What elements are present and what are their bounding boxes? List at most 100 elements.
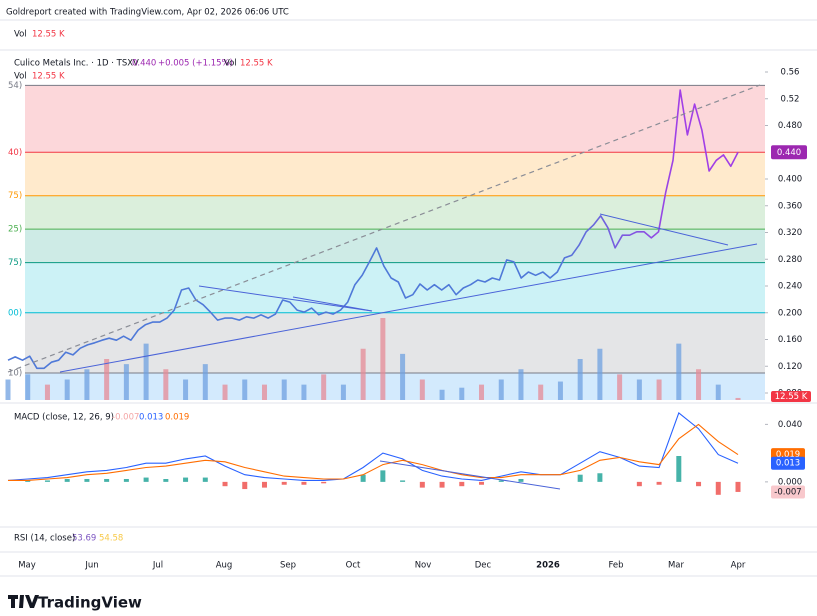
macd-histogram-bar	[360, 474, 366, 482]
legend-vol-value: 12.55 K	[240, 59, 273, 69]
macd-histogram-bar	[577, 474, 583, 482]
macd-histogram-bar	[380, 470, 386, 482]
macd-line	[7, 411, 739, 481]
macd-histogram-bar	[676, 456, 682, 482]
volume-bar	[321, 374, 327, 400]
macd-histogram-bar	[104, 479, 110, 482]
volume-bar	[557, 381, 563, 400]
macd-histogram-bar	[163, 479, 169, 482]
volume-bar	[380, 318, 386, 400]
macd-tick-label: 0.040	[778, 420, 802, 430]
macd-trendline	[379, 460, 561, 490]
footer-brand: TradingView	[38, 594, 142, 612]
volume-bar	[676, 343, 682, 400]
y-tick-label: 0.56	[781, 68, 800, 78]
macd-line	[8, 423, 739, 481]
vol-value: 12.55 K	[32, 72, 65, 82]
y-tick-label: 0.320	[778, 228, 802, 238]
vol-box-label: 12.55 K	[775, 392, 808, 402]
y-tick-label: 0.120	[778, 362, 802, 372]
macd-histogram-bar	[400, 480, 406, 482]
logo-icon	[8, 595, 39, 608]
macd-histogram-bar	[123, 479, 129, 482]
vol-label: Vol	[14, 72, 27, 82]
volume-bar	[636, 379, 642, 400]
legend-price: 0.440	[132, 59, 156, 69]
top-pane-value: 12.55 K	[32, 30, 65, 40]
macd-histogram-bar	[419, 481, 425, 488]
macd-hist-legend: -0.007	[112, 413, 139, 423]
macd-value-label: -0.007	[774, 487, 801, 497]
volume-bar	[439, 389, 445, 400]
y-tick-label: 0.52	[781, 94, 800, 104]
fib-label: 75)	[8, 258, 22, 268]
macd-value-box	[771, 456, 805, 470]
volume-bar	[261, 384, 267, 400]
volume-bar	[5, 379, 11, 400]
macd-histogram-bar	[143, 477, 149, 482]
macd-histogram-bar	[636, 481, 642, 487]
pane-bg	[0, 20, 817, 400]
volume-bar	[25, 374, 31, 400]
vol-box	[771, 391, 811, 402]
volume-bar	[163, 369, 169, 400]
support-trendline	[59, 243, 758, 373]
rsi-title: RSI (14, close)	[14, 534, 75, 544]
fib-label: 40)	[8, 148, 22, 158]
triangle-line	[292, 296, 373, 312]
dashed-trendline	[7, 84, 761, 373]
macd-histogram-bar	[222, 481, 228, 487]
volume-bar	[104, 359, 110, 400]
macd-histogram-bar	[735, 481, 741, 492]
fib-label: 54)	[8, 81, 22, 91]
macd-histogram-bar	[261, 481, 267, 488]
x-tick-label: Apr	[731, 561, 746, 571]
x-tick-label: Jun	[84, 561, 98, 571]
macd-histogram-bar	[64, 479, 70, 482]
volume-bar	[183, 379, 189, 400]
y-tick-label: 0.200	[778, 308, 802, 318]
macd-histogram-bar	[44, 480, 50, 482]
legend-change: +0.005 (+1.15%)	[158, 59, 233, 69]
macd-histogram-bar	[715, 481, 721, 495]
macd-histogram-bar	[479, 481, 485, 485]
x-tick-label: 2026	[536, 561, 560, 571]
macd-line-legend: 0.013	[139, 413, 163, 423]
volume-bar	[123, 364, 129, 400]
legend-vol-label: Vol	[224, 59, 237, 69]
volume-bar	[360, 348, 366, 400]
macd-tick-label: 0.000	[778, 477, 802, 487]
volume-bar	[577, 359, 583, 400]
top-pane-label: Vol	[14, 30, 27, 40]
macd-histogram-bar	[321, 481, 327, 484]
volume-bar	[44, 384, 50, 400]
macd-histogram-bar	[84, 479, 90, 482]
macd-histogram-bar	[242, 481, 248, 490]
y-tick-label: 0.280	[778, 255, 802, 265]
triangle-line	[599, 213, 729, 246]
macd-value-box	[771, 485, 805, 499]
x-tick-label: Nov	[415, 561, 432, 571]
price-line	[7, 89, 739, 370]
macd-histogram-bar	[696, 481, 702, 487]
volume-bar	[518, 369, 524, 400]
last-price-label: 0.440	[777, 148, 801, 158]
volume-bar	[64, 379, 70, 400]
volume-bar	[538, 384, 544, 400]
x-tick-label: Mar	[668, 561, 685, 571]
macd-value-label: 0.013	[776, 459, 800, 469]
legend-title: Culico Metals Inc. · 1D · TSXV	[14, 59, 139, 69]
volume-bar	[400, 353, 406, 400]
fib-label: 10)	[8, 368, 22, 378]
volume-bar	[696, 369, 702, 400]
volume-bar	[735, 397, 741, 400]
macd-histogram-bar	[656, 481, 662, 485]
macd-histogram-bar	[518, 479, 524, 482]
y-tick-label: 0.400	[778, 175, 802, 185]
background	[0, 20, 817, 400]
volume-bar	[715, 384, 721, 400]
macd-histogram-bar	[281, 481, 287, 485]
y-tick-label: 0.360	[778, 201, 802, 211]
volume-bar	[242, 379, 248, 400]
